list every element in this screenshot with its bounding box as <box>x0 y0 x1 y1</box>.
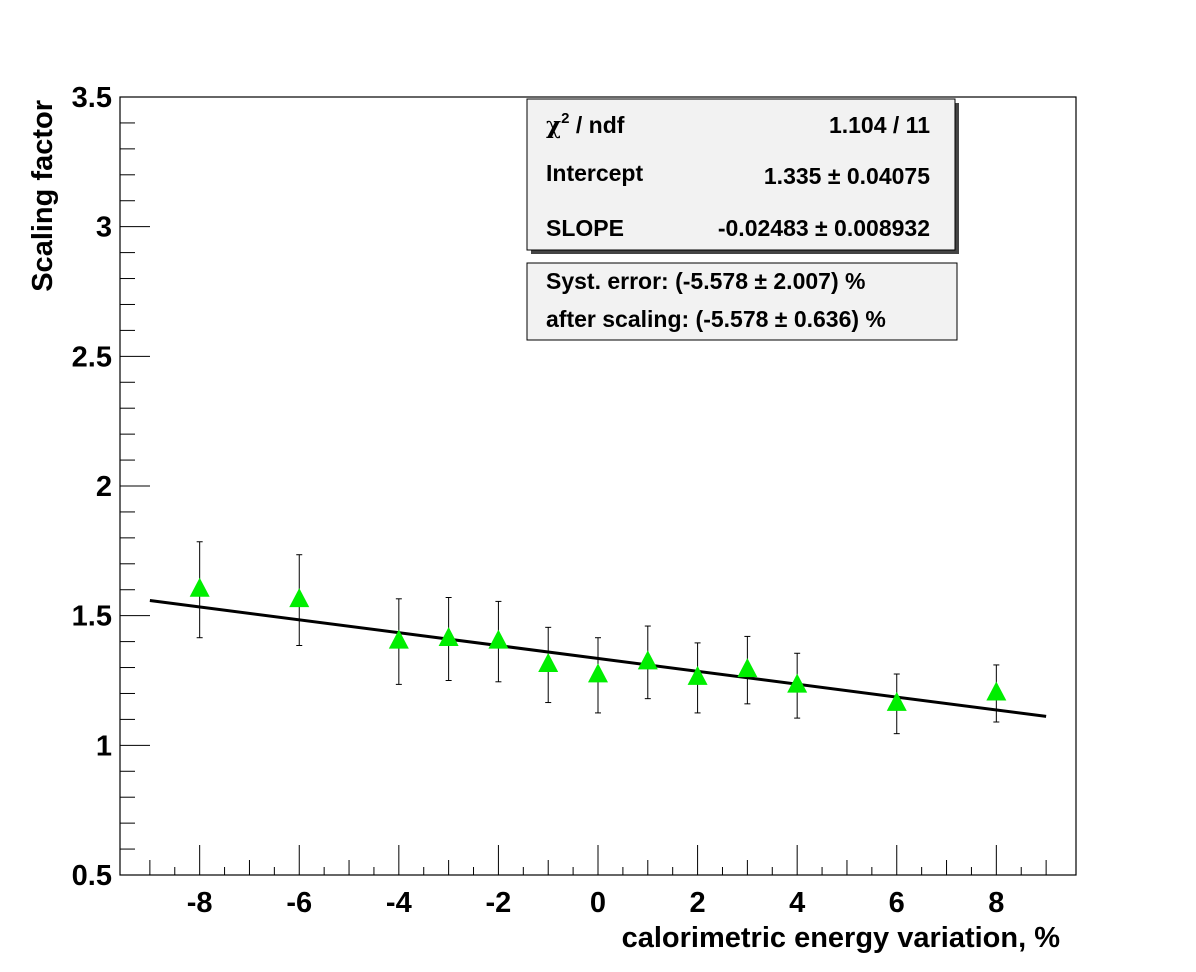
axis-tick-labels: 0.5 1 1.5 2 2.5 3 3.5 -8 -6 -4 -2 0 2 4 6 8 <box>72 82 1005 919</box>
triangle-marker <box>986 681 1007 701</box>
data-points <box>189 541 1007 735</box>
intercept-label: Intercept <box>546 160 643 186</box>
x-tick-label: -2 <box>486 887 512 919</box>
y-tick-label: 2.5 <box>72 341 112 373</box>
fit-stats-box: χ2 / ndf 1.104 / 11 Intercept 1.335 ± 0.… <box>526 98 959 254</box>
y-tick-label: 1 <box>96 730 112 762</box>
triangle-marker <box>588 663 608 683</box>
y-tick-label: 2 <box>96 471 112 503</box>
data-point <box>637 625 658 700</box>
x-axis-label: calorimetric energy variation, % <box>622 922 1061 954</box>
data-point <box>538 626 559 704</box>
x-tick-label: 4 <box>789 887 805 919</box>
y-tick-label: 3.5 <box>72 82 112 114</box>
data-point <box>488 600 509 683</box>
x-tick-label: 6 <box>889 887 905 919</box>
data-point <box>189 541 210 639</box>
y-axis-label: Scaling factor <box>27 100 59 292</box>
syst-error-line: Syst. error: (-5.578 ± 2.007) % <box>546 268 865 294</box>
x-tick-label: -8 <box>187 887 213 919</box>
y-tick-label: 3 <box>96 212 112 244</box>
x-tick-label: 2 <box>690 887 706 919</box>
data-point <box>289 554 310 646</box>
triangle-marker <box>687 665 708 685</box>
x-tick-label: 8 <box>988 887 1004 919</box>
y-tick-label: 0.5 <box>72 860 112 892</box>
data-point <box>388 598 409 685</box>
y-tick-label: 1.5 <box>72 601 112 633</box>
data-point <box>438 597 459 681</box>
x-tick-label: 0 <box>590 887 606 919</box>
triangle-marker <box>189 577 210 597</box>
after-scaling-line: after scaling: (-5.578 ± 0.636) % <box>546 306 886 332</box>
intercept-value: 1.335 ± 0.04075 <box>764 163 930 189</box>
data-point <box>588 637 608 714</box>
triangle-marker <box>438 627 459 647</box>
data-point <box>787 652 808 719</box>
slope-label: SLOPE <box>546 215 624 241</box>
data-point <box>687 642 708 714</box>
triangle-marker <box>886 691 907 711</box>
chi2-label: χ2 / ndf <box>546 110 625 139</box>
syst-error-box: Syst. error: (-5.578 ± 2.007) % after sc… <box>526 262 958 341</box>
triangle-marker <box>488 629 509 649</box>
triangle-marker <box>787 673 808 693</box>
data-point <box>737 635 758 705</box>
chi2-value: 1.104 / 11 <box>829 112 930 138</box>
triangle-marker <box>538 652 559 672</box>
triangle-marker <box>737 658 758 678</box>
triangle-marker <box>289 588 310 608</box>
data-point <box>886 673 907 735</box>
triangle-marker <box>637 650 658 670</box>
triangle-marker <box>388 629 409 649</box>
slope-value: -0.02483 ± 0.008932 <box>718 215 930 241</box>
axis-ticks <box>120 96 1047 876</box>
x-tick-label: -6 <box>286 887 312 919</box>
x-tick-label: -4 <box>386 887 412 919</box>
data-point <box>986 664 1007 723</box>
